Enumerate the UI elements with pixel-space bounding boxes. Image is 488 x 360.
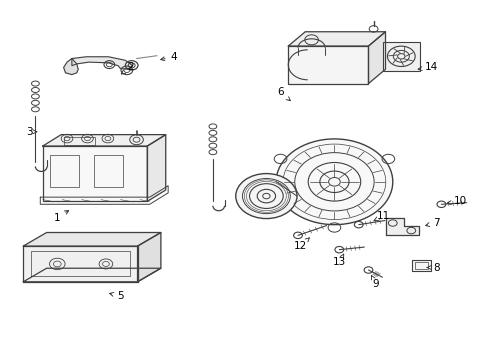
Text: 14: 14 — [417, 63, 437, 72]
Text: 11: 11 — [373, 211, 389, 221]
Polygon shape — [42, 135, 165, 146]
Bar — [94, 155, 122, 187]
Text: 13: 13 — [332, 254, 345, 267]
Polygon shape — [23, 246, 137, 282]
Bar — [287, 46, 368, 84]
Bar — [414, 262, 427, 269]
Text: 9: 9 — [370, 275, 378, 289]
Text: 6: 6 — [277, 87, 290, 101]
Bar — [42, 146, 147, 202]
Text: 4: 4 — [161, 52, 177, 62]
Text: 3: 3 — [26, 127, 37, 137]
Text: 12: 12 — [293, 238, 309, 251]
Polygon shape — [72, 57, 132, 69]
Circle shape — [276, 139, 392, 225]
Polygon shape — [147, 135, 165, 202]
Polygon shape — [23, 268, 161, 282]
Bar — [411, 260, 430, 271]
Bar — [50, 155, 79, 187]
Text: 2: 2 — [121, 63, 133, 74]
Text: 7: 7 — [425, 218, 439, 228]
Bar — [63, 137, 95, 145]
Text: 8: 8 — [427, 262, 439, 273]
Polygon shape — [287, 32, 385, 46]
Polygon shape — [23, 233, 161, 246]
Bar — [382, 41, 419, 71]
Polygon shape — [137, 233, 161, 282]
Text: 1: 1 — [54, 211, 68, 222]
Text: 10: 10 — [447, 197, 467, 206]
Polygon shape — [63, 59, 78, 75]
Circle shape — [235, 174, 296, 219]
Text: 5: 5 — [109, 291, 123, 301]
Polygon shape — [385, 218, 418, 235]
Polygon shape — [368, 32, 385, 84]
